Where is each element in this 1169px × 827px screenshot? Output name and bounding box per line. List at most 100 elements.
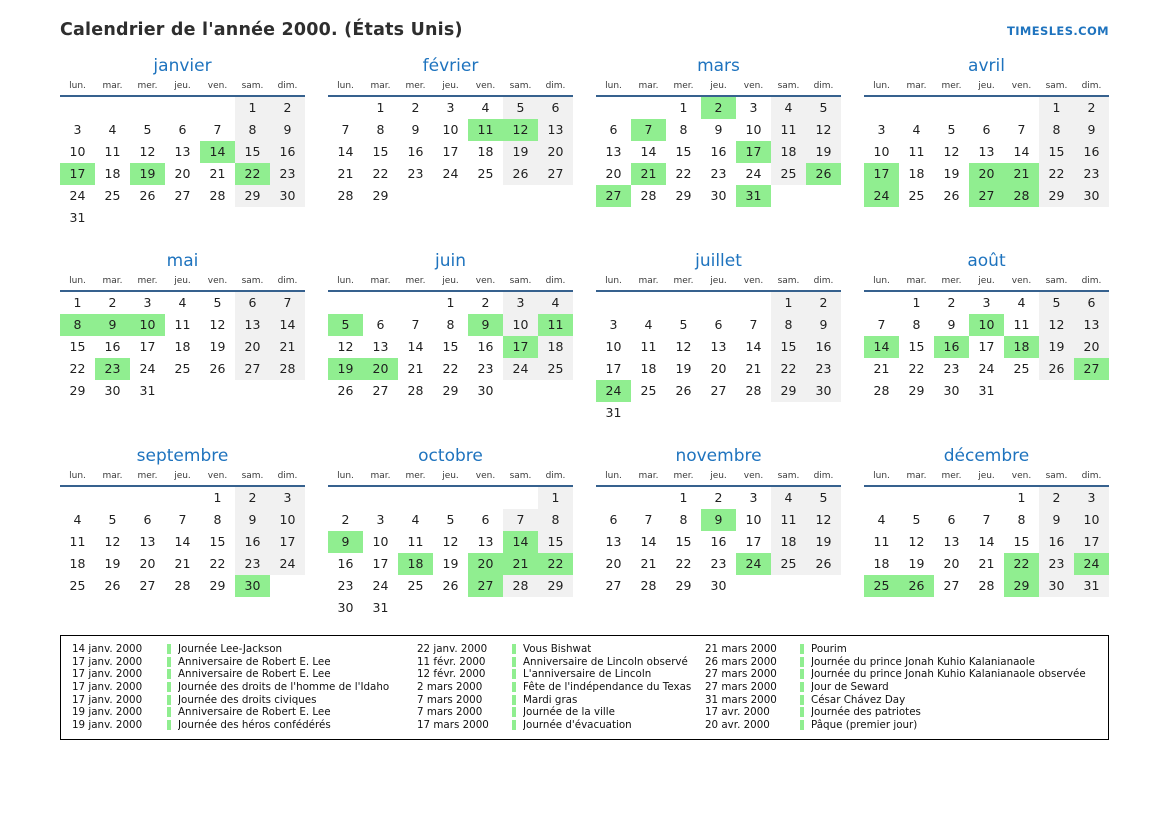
weekday-label: mer.: [137, 471, 158, 481]
legend-date: 7 mars 2000: [417, 693, 483, 706]
day-cell: 24: [736, 553, 771, 575]
legend-date: 17 mars 2000: [417, 718, 489, 731]
day-cell: 13: [605, 534, 622, 549]
weekday-header-row: lun. mar. mer. jeu. ven. sam. dim.: [596, 81, 841, 97]
days-grid: 1 2 3 4 5 6 7 8 9 10 11 12 13 14 15 16 17 18 19 20 21 22 23 24 2…: [328, 97, 573, 207]
day-cell: 18: [538, 336, 573, 358]
day-cell: 16: [270, 141, 305, 163]
day-cell: 30: [477, 383, 494, 398]
weekday-label: dim.: [277, 471, 298, 481]
day-cell: 27: [1074, 358, 1109, 380]
weekday-label: lun.: [605, 81, 622, 91]
day-cell: 26: [806, 553, 841, 575]
day-cell-empty: [1004, 97, 1039, 119]
weekday-header-row: lun. mar. mer. jeu. ven. sam. dim.: [328, 81, 573, 97]
day-cell: 22: [442, 361, 459, 376]
day-cell: 12: [442, 534, 459, 549]
day-cell: 25: [864, 575, 899, 597]
day-cell: 21: [407, 361, 424, 376]
day-cell: 28: [270, 358, 305, 380]
weekday-label: ven.: [1011, 471, 1032, 481]
day-cell: 22: [771, 358, 806, 380]
day-cell: 7: [341, 122, 350, 137]
weekday-label: sam.: [241, 276, 264, 286]
month-octobre: octobre lun. mar. mer. jeu. ven. sam. dim. 1 2 3 4 5…: [328, 446, 573, 619]
day-cell: 7: [411, 317, 420, 332]
weekday-label: sam.: [241, 81, 264, 91]
day-cell: 2: [806, 292, 841, 314]
day-cell: 24: [270, 553, 305, 575]
day-cell: 4: [771, 487, 806, 509]
day-cell: 11: [538, 314, 573, 336]
day-cell: 15: [675, 534, 692, 549]
day-cell: 14: [174, 534, 191, 549]
day-cell: 8: [235, 119, 270, 141]
weekday-label: lun.: [873, 81, 890, 91]
day-cell: 15: [235, 141, 270, 163]
weekday-label: mer.: [137, 81, 158, 91]
day-cell: 7: [178, 512, 187, 527]
legend-item: 17 janv. 2000 Anniversaire de Robert E. L…: [72, 656, 417, 669]
month-juillet: juillet lun. mar. mer. jeu. ven. sam. dim. 1 2 3 4 5…: [596, 251, 841, 424]
day-cell: 30: [943, 383, 960, 398]
day-cell: 14: [337, 144, 354, 159]
day-cell: 12: [908, 534, 925, 549]
day-cell: 3: [270, 487, 305, 509]
day-cell: 12: [104, 534, 121, 549]
day-cell: 31: [372, 600, 389, 615]
legend-date: 17 janv. 2000: [72, 668, 143, 681]
day-cell: 4: [644, 317, 653, 332]
weekday-header-row: lun. mar. mer. jeu. ven. sam. dim.: [60, 471, 305, 487]
weekday-label: dim.: [1081, 276, 1102, 286]
site-link[interactable]: TIMESLES.COM: [1007, 24, 1109, 38]
calendar-grid: janvier lun. mar. mer. jeu. ven. sam. dim. 1 2 3 4 5…: [60, 56, 1109, 619]
day-cell: 6: [982, 122, 991, 137]
day-cell: 20: [943, 556, 960, 571]
day-cell: 18: [174, 339, 191, 354]
day-cell-empty: [503, 487, 538, 509]
day-cell: 27: [605, 578, 622, 593]
weekday-label: mer.: [941, 471, 962, 481]
legend-holiday-name: Pâque (premier jour): [811, 718, 918, 731]
holiday-marker-bar: [167, 694, 171, 705]
page-title: Calendrier de l'année 2000. (États Unis): [60, 20, 463, 40]
day-cell: 7: [982, 512, 991, 527]
day-cell: 10: [969, 314, 1004, 336]
day-cell: 6: [1074, 292, 1109, 314]
day-cell: 26: [139, 188, 156, 203]
day-cell: 21: [1004, 163, 1039, 185]
day-cell: 25: [407, 578, 424, 593]
day-cell: 1: [376, 100, 385, 115]
day-cell: 21: [745, 361, 762, 376]
day-cell-empty: [60, 97, 95, 119]
day-cell: 14: [200, 141, 235, 163]
holiday-marker-bar: [512, 669, 516, 680]
day-cell-empty: [969, 487, 1004, 509]
weekday-label: mer.: [673, 276, 694, 286]
day-cell: 9: [1039, 509, 1074, 531]
day-cell: 22: [538, 553, 573, 575]
day-cell: 19: [328, 358, 363, 380]
day-cell: 20: [969, 163, 1004, 185]
day-cell: 2: [235, 487, 270, 509]
day-cell: 7: [270, 292, 305, 314]
day-cell: 24: [978, 361, 995, 376]
day-cell: 21: [640, 556, 657, 571]
legend-holiday-name: Journée d'évacuation: [523, 718, 632, 731]
legend-date: 31 mars 2000: [705, 693, 777, 706]
weekday-label: mer.: [673, 471, 694, 481]
day-cell: 7: [749, 317, 758, 332]
weekday-label: dim.: [813, 81, 834, 91]
holiday-marker-bar: [512, 644, 516, 655]
day-cell: 10: [873, 144, 890, 159]
day-cell: 18: [69, 556, 86, 571]
day-cell: 27: [596, 185, 631, 207]
day-cell: 11: [873, 534, 890, 549]
day-cell: 12: [503, 119, 538, 141]
day-cell: 21: [337, 166, 354, 181]
day-cell: 23: [806, 358, 841, 380]
day-cell: 10: [1074, 509, 1109, 531]
day-cell: 20: [710, 361, 727, 376]
weekday-label: mar.: [906, 81, 927, 91]
holiday-marker-bar: [167, 656, 171, 667]
